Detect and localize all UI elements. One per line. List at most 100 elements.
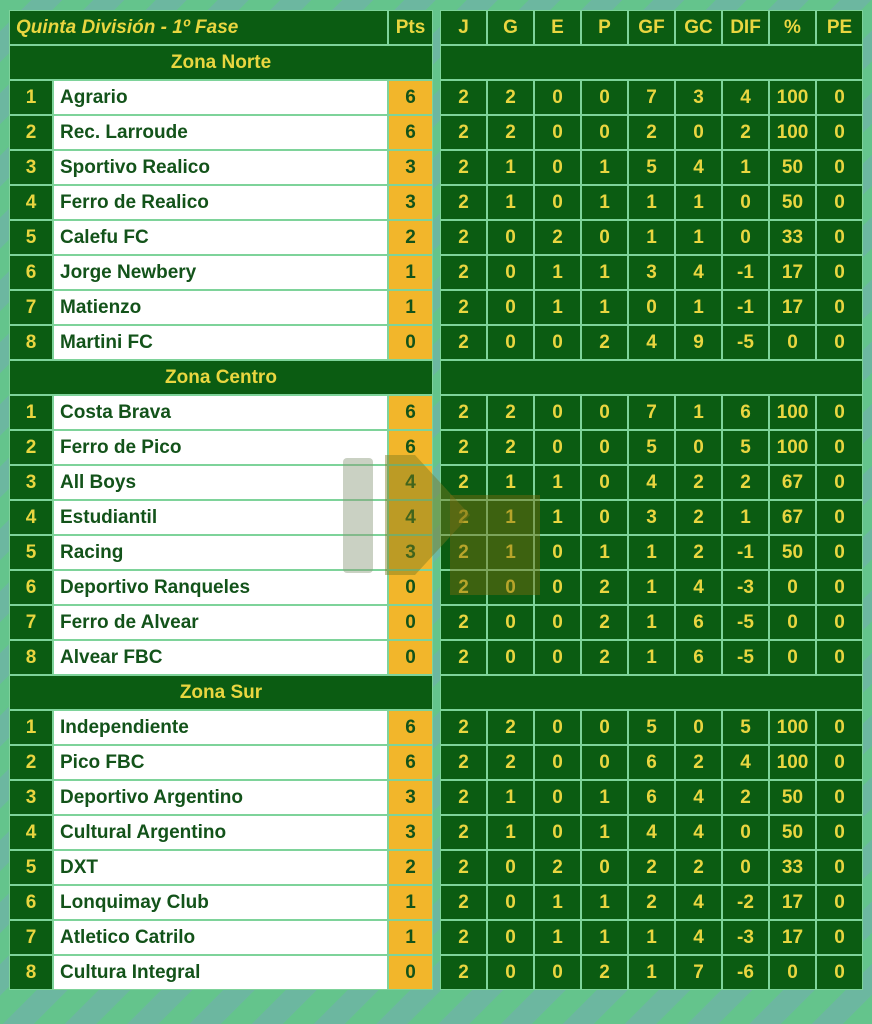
zone-header: Zona Norte <box>10 46 432 79</box>
pe: 0 <box>817 81 862 114</box>
team-name: Agrario <box>54 81 387 114</box>
goals-against: 7 <box>676 956 721 989</box>
goals-for: 0 <box>629 291 674 324</box>
team-name: Alvear FBC <box>54 641 387 674</box>
won: 0 <box>488 326 533 359</box>
points: 0 <box>389 571 432 604</box>
position: 8 <box>10 641 52 674</box>
lost: 0 <box>582 501 627 534</box>
goal-diff: 2 <box>723 466 768 499</box>
team-name: All Boys <box>54 466 387 499</box>
team-name: Costa Brava <box>54 396 387 429</box>
zone-header: Zona Sur <box>10 676 432 709</box>
drawn: 0 <box>535 431 580 464</box>
drawn: 0 <box>535 816 580 849</box>
played: 2 <box>441 816 486 849</box>
won: 0 <box>488 256 533 289</box>
percentage: 50 <box>770 536 815 569</box>
position: 4 <box>10 501 52 534</box>
lost: 0 <box>582 431 627 464</box>
column-header-g: G <box>488 11 533 44</box>
column-header-gf: GF <box>629 11 674 44</box>
team-name: Sportivo Realico <box>54 151 387 184</box>
position: 6 <box>10 256 52 289</box>
goals-against: 0 <box>676 116 721 149</box>
table-title: Quinta División - 1º Fase <box>10 11 387 44</box>
goal-diff: -5 <box>723 641 768 674</box>
played: 2 <box>441 571 486 604</box>
team-name: Atletico Catrilo <box>54 921 387 954</box>
percentage: 33 <box>770 221 815 254</box>
lost: 0 <box>582 396 627 429</box>
goals-against: 1 <box>676 396 721 429</box>
goals-against: 1 <box>676 186 721 219</box>
goals-for: 1 <box>629 186 674 219</box>
pe: 0 <box>817 501 862 534</box>
won: 1 <box>488 186 533 219</box>
zone-header-spacer <box>441 46 862 79</box>
points: 6 <box>389 81 432 114</box>
goals-for: 1 <box>629 921 674 954</box>
won: 0 <box>488 291 533 324</box>
goal-diff: -5 <box>723 326 768 359</box>
goals-against: 4 <box>676 921 721 954</box>
pe: 0 <box>817 431 862 464</box>
drawn: 0 <box>535 116 580 149</box>
team-name: Ferro de Realico <box>54 186 387 219</box>
won: 2 <box>488 711 533 744</box>
points: 2 <box>389 851 432 884</box>
pe: 0 <box>817 921 862 954</box>
won: 0 <box>488 886 533 919</box>
goals-against: 4 <box>676 571 721 604</box>
goals-against: 4 <box>676 886 721 919</box>
won: 1 <box>488 816 533 849</box>
percentage: 50 <box>770 186 815 219</box>
position: 5 <box>10 221 52 254</box>
goal-diff: 5 <box>723 431 768 464</box>
goals-for: 1 <box>629 536 674 569</box>
won: 1 <box>488 466 533 499</box>
goal-diff: -3 <box>723 921 768 954</box>
column-header-pct: % <box>770 11 815 44</box>
points: 3 <box>389 186 432 219</box>
team-name: Lonquimay Club <box>54 886 387 919</box>
column-header-p: P <box>582 11 627 44</box>
percentage: 50 <box>770 816 815 849</box>
drawn: 0 <box>535 536 580 569</box>
goal-diff: -5 <box>723 606 768 639</box>
team-name: Jorge Newbery <box>54 256 387 289</box>
pe: 0 <box>817 746 862 779</box>
percentage: 17 <box>770 886 815 919</box>
goal-diff: 4 <box>723 746 768 779</box>
drawn: 0 <box>535 396 580 429</box>
goals-for: 4 <box>629 466 674 499</box>
goal-diff: 4 <box>723 81 768 114</box>
percentage: 0 <box>770 956 815 989</box>
goals-against: 3 <box>676 81 721 114</box>
lost: 2 <box>582 571 627 604</box>
played: 2 <box>441 116 486 149</box>
pe: 0 <box>817 851 862 884</box>
won: 0 <box>488 606 533 639</box>
points: 0 <box>389 641 432 674</box>
points: 6 <box>389 396 432 429</box>
goal-diff: 2 <box>723 116 768 149</box>
team-name: Cultural Argentino <box>54 816 387 849</box>
pe: 0 <box>817 536 862 569</box>
goals-against: 1 <box>676 221 721 254</box>
drawn: 0 <box>535 641 580 674</box>
points: 6 <box>389 711 432 744</box>
played: 2 <box>441 886 486 919</box>
drawn: 1 <box>535 921 580 954</box>
drawn: 0 <box>535 326 580 359</box>
position: 3 <box>10 151 52 184</box>
pe: 0 <box>817 186 862 219</box>
lost: 1 <box>582 921 627 954</box>
won: 2 <box>488 396 533 429</box>
goals-against: 6 <box>676 641 721 674</box>
pe: 0 <box>817 781 862 814</box>
points: 6 <box>389 431 432 464</box>
drawn: 0 <box>535 711 580 744</box>
percentage: 0 <box>770 641 815 674</box>
pe: 0 <box>817 711 862 744</box>
